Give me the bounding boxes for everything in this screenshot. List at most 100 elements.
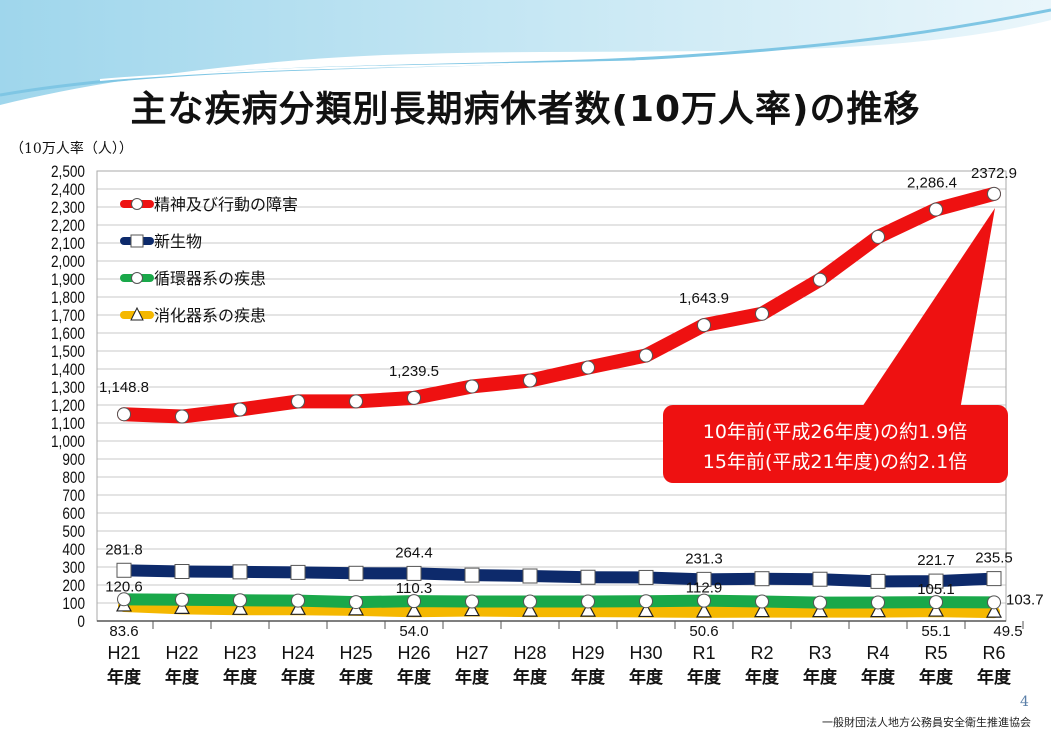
data-point: [581, 360, 595, 375]
y-tick-label: 300: [62, 559, 85, 578]
x-tick-label: R5: [924, 643, 947, 663]
x-tick-label: R4: [866, 643, 889, 663]
data-point: [639, 348, 653, 363]
legend-marker: [131, 198, 143, 210]
y-tick-label: 400: [62, 541, 85, 560]
data-label: 281.8: [105, 541, 143, 558]
x-tick-label-suffix: 年度: [165, 667, 200, 688]
y-tick-label: 1,000: [51, 433, 85, 452]
x-tick-label-suffix: 年度: [223, 667, 258, 688]
data-point: [464, 567, 480, 583]
x-tick-label-suffix: 年度: [339, 667, 374, 688]
y-tick-label: 1,600: [51, 325, 85, 344]
y-tick-label: 600: [62, 505, 85, 524]
data-point: [407, 594, 421, 609]
x-tick-label: R2: [750, 643, 773, 663]
data-point: [929, 202, 943, 217]
y-tick-label: 1,200: [51, 397, 85, 416]
y-tick-label: 2,300: [51, 199, 85, 218]
y-tick-label: 1,300: [51, 379, 85, 398]
legend-label: 精神及び行動の障害: [154, 195, 298, 214]
data-point: [522, 568, 538, 584]
annotation-text: 10年前(平成26年度)の約1.9倍: [703, 421, 967, 443]
data-point: [175, 592, 189, 607]
data-point: [291, 394, 305, 409]
data-point: [813, 272, 827, 287]
data-point: [465, 594, 479, 609]
y-tick-label: 2,500: [51, 163, 85, 182]
series-line-2: [118, 593, 1000, 609]
data-point: [812, 571, 828, 587]
data-label: 120.6: [105, 578, 143, 595]
x-tick-label: R6: [982, 643, 1005, 663]
x-tick-label-suffix: 年度: [513, 667, 548, 688]
data-point: [754, 571, 770, 587]
data-point: [349, 595, 363, 610]
data-point: [870, 573, 886, 589]
data-point: [928, 573, 944, 589]
y-tick-label: 0: [77, 613, 85, 632]
y-tick-label: 1,800: [51, 289, 85, 308]
x-tick-label-suffix: 年度: [397, 667, 432, 688]
data-label: 1,643.9: [679, 290, 729, 307]
y-tick-label: 900: [62, 451, 85, 470]
data-point: [811, 602, 829, 618]
data-label: 105.1: [917, 581, 955, 598]
data-point: [521, 601, 539, 617]
x-tick-label: H28: [513, 643, 546, 663]
series-line-3: [118, 599, 1000, 619]
data-point: [638, 569, 654, 585]
annotation-text: 15年前(平成21年度)の約2.1倍: [703, 451, 967, 473]
y-tick-label: 2,100: [51, 235, 85, 254]
data-point: [755, 306, 769, 321]
data-point: [174, 564, 190, 579]
data-label: 110.3: [396, 580, 432, 597]
x-tick-label-suffix: 年度: [687, 667, 722, 688]
data-point: [871, 595, 885, 610]
data-label: 83.6: [109, 623, 138, 640]
x-tick-label: H26: [397, 643, 430, 663]
x-tick-label: H22: [165, 643, 198, 663]
legend-marker: [131, 272, 143, 284]
data-point: [695, 602, 713, 618]
data-label: 231.3: [685, 550, 723, 567]
data-point: [869, 602, 887, 618]
y-tick-label: 1,900: [51, 271, 85, 290]
data-label: 2372.9: [971, 165, 1017, 182]
data-point: [465, 379, 479, 394]
x-tick-label-suffix: 年度: [107, 667, 142, 688]
legend-label: 循環器系の疾患: [154, 269, 266, 288]
data-point: [463, 601, 481, 617]
x-tick-label: H24: [281, 643, 314, 663]
data-point: [406, 565, 422, 581]
x-tick-label: R3: [808, 643, 831, 663]
data-point: [173, 599, 191, 615]
data-label: 221.7: [917, 552, 955, 569]
data-point: [929, 595, 943, 610]
series-line-1: [118, 564, 1000, 588]
data-label: 2,286.4: [907, 174, 957, 191]
x-tick-label-suffix: 年度: [629, 667, 664, 688]
y-tick-label: 200: [62, 577, 85, 596]
x-tick-label: R1: [692, 643, 715, 663]
data-point: [987, 186, 1001, 201]
y-tick-label: 700: [62, 487, 85, 506]
data-point: [175, 409, 189, 424]
y-tick-label: 500: [62, 523, 85, 542]
data-point: [581, 594, 595, 609]
data-point: [289, 600, 307, 615]
data-point: [291, 593, 305, 608]
x-tick-label-suffix: 年度: [281, 667, 316, 688]
data-label: 1,148.8: [99, 379, 149, 396]
data-label: 235.5: [975, 550, 1013, 567]
annotation-box: [663, 405, 1008, 483]
data-label: 54.0: [399, 623, 428, 640]
data-point: [927, 601, 945, 617]
data-point: [405, 602, 423, 617]
data-label: 103.7: [1006, 591, 1044, 608]
x-tick-label: H30: [629, 643, 662, 663]
data-point: [696, 571, 712, 587]
x-tick-label-suffix: 年度: [571, 667, 606, 688]
data-point: [986, 571, 1002, 587]
data-point: [753, 602, 771, 618]
